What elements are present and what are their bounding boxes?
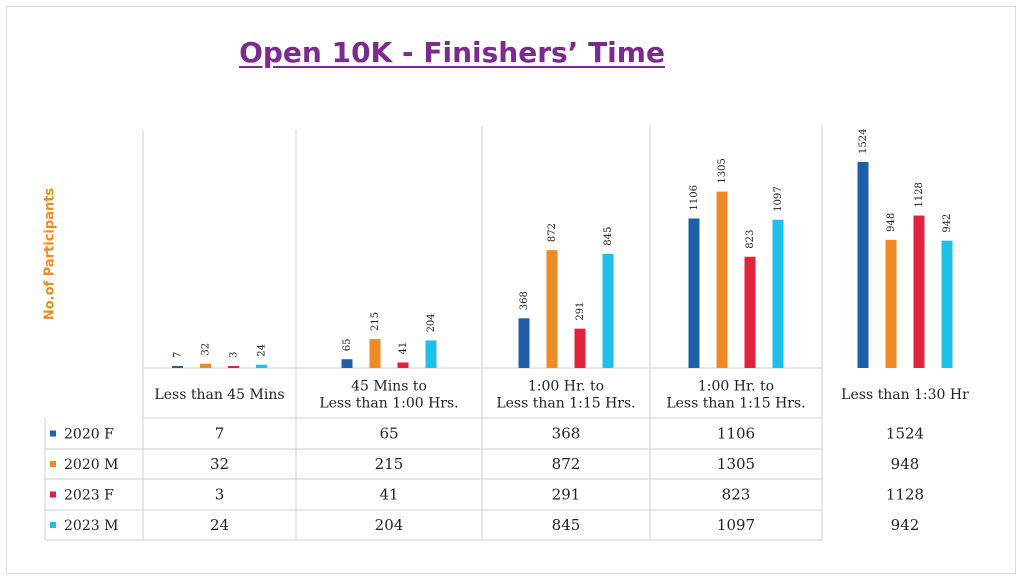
table-cell: 204 [375,516,404,534]
bar-value-label: 32 [201,343,212,356]
bar-value-label: 942 [942,214,953,233]
legend-swatch [50,430,56,437]
bar [885,239,897,368]
bar [518,318,530,368]
bar [602,253,614,368]
bar [772,219,784,368]
legend-series-name: 2023 F [64,488,114,504]
table-cell: 41 [379,486,398,504]
bar-value-label: 1097 [773,186,784,211]
legend-swatch [50,491,56,498]
table-cell: 215 [375,455,404,473]
bar [341,359,353,368]
table-cell: 872 [552,455,581,473]
bar [397,362,409,368]
table-cell: 845 [552,516,581,534]
category-label: Less than 1:15 Hrs. [496,396,635,412]
bar-value-label: 845 [603,227,614,246]
category-label: Less than 45 Mins [154,387,284,403]
bar [200,363,211,368]
bar-value-label: 7 [173,352,184,358]
bar-value-label: 291 [575,302,586,321]
category-label: Less than 1:30 Hr [841,387,969,403]
bar [172,366,183,368]
bar [857,162,869,368]
bar-value-label: 65 [342,338,353,351]
table-cell: 942 [891,516,920,534]
legend-swatch [50,461,56,467]
category-label: 1:00 Hr. to [698,379,774,395]
category-label: 45 Mins to [351,379,427,395]
bar [688,218,700,368]
table-cell: 823 [722,486,751,504]
bar-value-label: 1128 [914,182,925,207]
bar-value-label: 368 [519,291,530,310]
table-cell: 948 [891,455,920,473]
bar-value-label: 41 [398,342,409,355]
bar [228,366,239,368]
legend-series-name: 2020 M [64,457,118,473]
category-label: 1:00 Hr. to [528,379,604,395]
bar-value-label: 3 [229,352,240,358]
category-label: Less than 1:15 Hrs. [666,396,805,412]
table-cell: 7 [215,425,225,443]
legend-series-name: 2023 M [64,518,118,534]
table-cell: 1106 [717,425,755,443]
bar [574,328,586,368]
bar [369,338,381,368]
bar-value-label: 823 [745,230,756,249]
bar-value-label: 1305 [717,158,728,183]
bar-value-label: 948 [886,213,897,232]
table-cell: 1305 [717,455,755,473]
table-cell: 1524 [886,425,924,443]
bar-value-label: 1106 [689,185,700,210]
table-cell: 1097 [717,516,755,534]
bar-value-label: 1524 [858,129,869,154]
table-cell: 3 [215,486,225,504]
bar-value-label: 204 [426,313,437,332]
bar [744,256,756,368]
table-cell: 368 [552,425,581,443]
table-cell: 1128 [886,486,924,504]
chart-frame [6,6,1016,574]
table-cell: 291 [552,486,581,504]
bar-value-label: 872 [547,223,558,242]
bar [716,191,728,368]
bar [425,340,437,368]
legend-series-name: 2020 F [64,427,114,443]
table-cell: 65 [379,425,398,443]
category-label: Less than 1:00 Hrs. [319,396,458,412]
bar-value-label: 24 [257,344,268,357]
bar [913,215,925,368]
legend-swatch [50,522,56,528]
bar [546,250,558,368]
table-cell: 32 [210,455,229,473]
bar-value-label: 215 [370,312,381,331]
bar [941,240,953,368]
chart-title: Open 10K - Finishers’ Time [239,36,665,69]
table-cell: 24 [210,516,229,534]
bar [256,364,267,368]
